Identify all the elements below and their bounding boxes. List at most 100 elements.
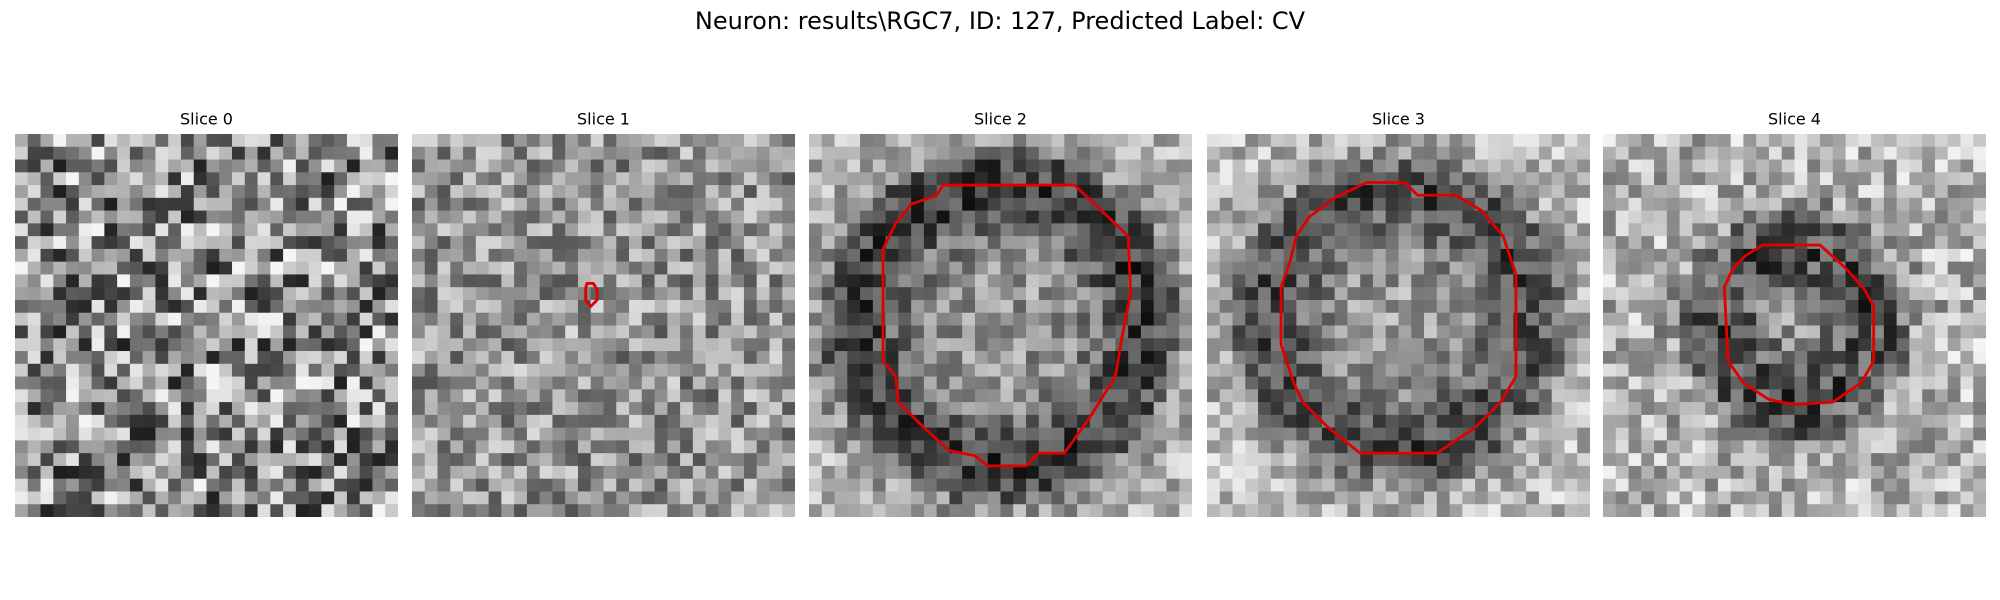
pixel <box>15 210 29 225</box>
pixel <box>1140 299 1155 314</box>
pixel <box>27 172 42 186</box>
pixel <box>257 223 271 237</box>
pixel <box>206 274 220 288</box>
pixel <box>1321 504 1336 517</box>
pixel <box>1500 210 1515 225</box>
pixel <box>641 197 656 212</box>
pixel <box>40 261 54 276</box>
pixel <box>1909 465 1923 480</box>
pixel <box>1768 223 1783 237</box>
pixel <box>1781 223 1796 237</box>
pixel <box>1360 261 1374 276</box>
pixel <box>66 210 80 225</box>
pixel <box>667 312 681 327</box>
pixel <box>1666 389 1681 403</box>
pixel <box>321 440 335 454</box>
pixel <box>1334 261 1349 276</box>
pixel <box>641 351 656 365</box>
pixel <box>1934 338 1949 352</box>
panel-title: Slice 2 <box>974 110 1027 129</box>
pixel <box>1207 325 1221 339</box>
pixel <box>1896 427 1911 442</box>
pixel <box>501 453 515 467</box>
pixel <box>1372 389 1387 403</box>
pixel <box>104 453 118 467</box>
pixel <box>1628 134 1642 148</box>
pixel <box>1013 376 1027 390</box>
pixel <box>1947 223 1962 237</box>
pixel <box>1051 325 1065 339</box>
pixel <box>1102 414 1117 429</box>
pixel <box>1232 274 1246 288</box>
pixel <box>219 491 233 505</box>
pixel <box>1705 159 1719 173</box>
pixel <box>1360 299 1374 314</box>
pixel <box>1756 325 1770 339</box>
pixel <box>283 134 297 148</box>
pixel <box>270 210 284 225</box>
pixel <box>15 338 29 352</box>
pixel <box>1347 427 1361 442</box>
pixel <box>1232 504 1246 517</box>
pixel <box>552 159 566 173</box>
pixel <box>923 261 938 276</box>
pixel <box>1207 146 1221 161</box>
pixel <box>412 223 426 237</box>
pixel <box>1781 146 1796 161</box>
pixel <box>1411 402 1425 416</box>
pixel <box>450 185 464 199</box>
pixel <box>718 248 732 263</box>
pixel <box>987 363 1002 378</box>
pixel <box>1705 146 1719 161</box>
pixel <box>193 134 208 148</box>
pixel <box>78 146 93 161</box>
pixel <box>1705 478 1719 493</box>
pixel <box>1577 338 1590 352</box>
pixel <box>372 491 386 505</box>
pixel <box>1679 236 1694 250</box>
pixel <box>1781 376 1796 390</box>
pixel <box>1526 338 1540 352</box>
pixel <box>283 261 297 276</box>
pixel <box>1334 504 1349 517</box>
pixel <box>359 465 374 480</box>
pixel <box>1960 210 1974 225</box>
pixel <box>219 325 233 339</box>
pixel <box>616 453 630 467</box>
pixel <box>1449 376 1463 390</box>
pixel <box>974 134 989 148</box>
pixel <box>1909 478 1923 493</box>
pixel <box>821 287 836 301</box>
pixel <box>334 440 348 454</box>
pixel <box>1513 159 1527 173</box>
pixel <box>769 376 783 390</box>
pixel <box>1513 402 1527 416</box>
pixel <box>936 351 951 365</box>
pixel <box>782 440 795 454</box>
pixel <box>718 146 732 161</box>
pixel <box>1743 338 1757 352</box>
pixel <box>1871 478 1885 493</box>
pixel <box>1347 261 1361 276</box>
pixel <box>1883 453 1898 467</box>
pixel <box>565 427 579 442</box>
pixel <box>1462 363 1476 378</box>
pixel <box>27 427 42 442</box>
pixel <box>872 134 887 148</box>
pixel <box>936 299 951 314</box>
pixel <box>1462 440 1476 454</box>
pixel <box>1475 287 1489 301</box>
pixel <box>1551 236 1566 250</box>
pixel <box>1679 159 1694 173</box>
pixel <box>257 414 271 429</box>
pixel <box>91 159 106 173</box>
pixel <box>1232 338 1246 352</box>
pixel <box>15 389 29 403</box>
pixel <box>1909 248 1923 263</box>
pixel <box>680 274 694 288</box>
pixel <box>1296 465 1310 480</box>
pixel <box>385 491 398 505</box>
pixel <box>1934 465 1949 480</box>
pixel <box>308 427 323 442</box>
pixel <box>809 389 823 403</box>
